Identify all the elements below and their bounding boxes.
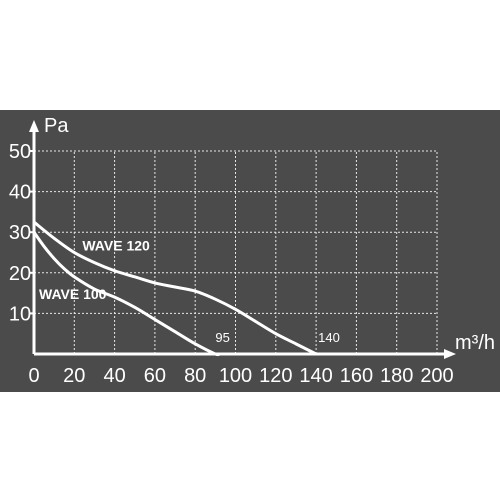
x-axis-label: m³/h [455,332,495,354]
x-tick-label: 180 [380,365,413,387]
y-axis-label: Pa [44,115,69,137]
x-tick-label: 20 [63,365,85,387]
series-line-wave-120 [33,220,317,356]
x-tick-label: 60 [144,365,166,387]
x-tick-labels: 0 20 40 60 80 100 120 140 160 180 200 [28,365,453,387]
x-tick-label: 140 [299,365,332,387]
y-tick-label: 20 [9,263,31,285]
x-axis-arrow-icon [444,349,456,359]
y-tick-label: 30 [9,222,31,244]
series-label: WAVE 120 [82,237,150,253]
x-tick-label: 80 [184,365,206,387]
series-labels: WAVE 120 140 WAVE 100 95 [39,237,340,344]
x-tick-label: 100 [219,365,252,387]
chart-panel [0,110,500,392]
x-tick-label: 200 [420,365,453,387]
x-tick-label: 0 [28,365,39,387]
series-end-label: 95 [215,330,229,345]
series-lines [32,220,317,357]
series-line-wave-100 [32,231,221,357]
y-tick-label: 40 [9,182,31,204]
series-label: WAVE 100 [39,286,107,302]
x-tick-label: 40 [103,365,125,387]
y-tick-label: 10 [9,303,31,325]
y-tick-labels: 10 20 30 40 50 [9,141,31,325]
y-axis-arrow-icon [29,120,39,132]
axes [29,120,456,359]
x-tick-label: 120 [259,365,292,387]
series-end-label: 140 [318,330,340,345]
y-tick-label: 50 [9,141,31,163]
x-tick-label: 160 [340,365,373,387]
